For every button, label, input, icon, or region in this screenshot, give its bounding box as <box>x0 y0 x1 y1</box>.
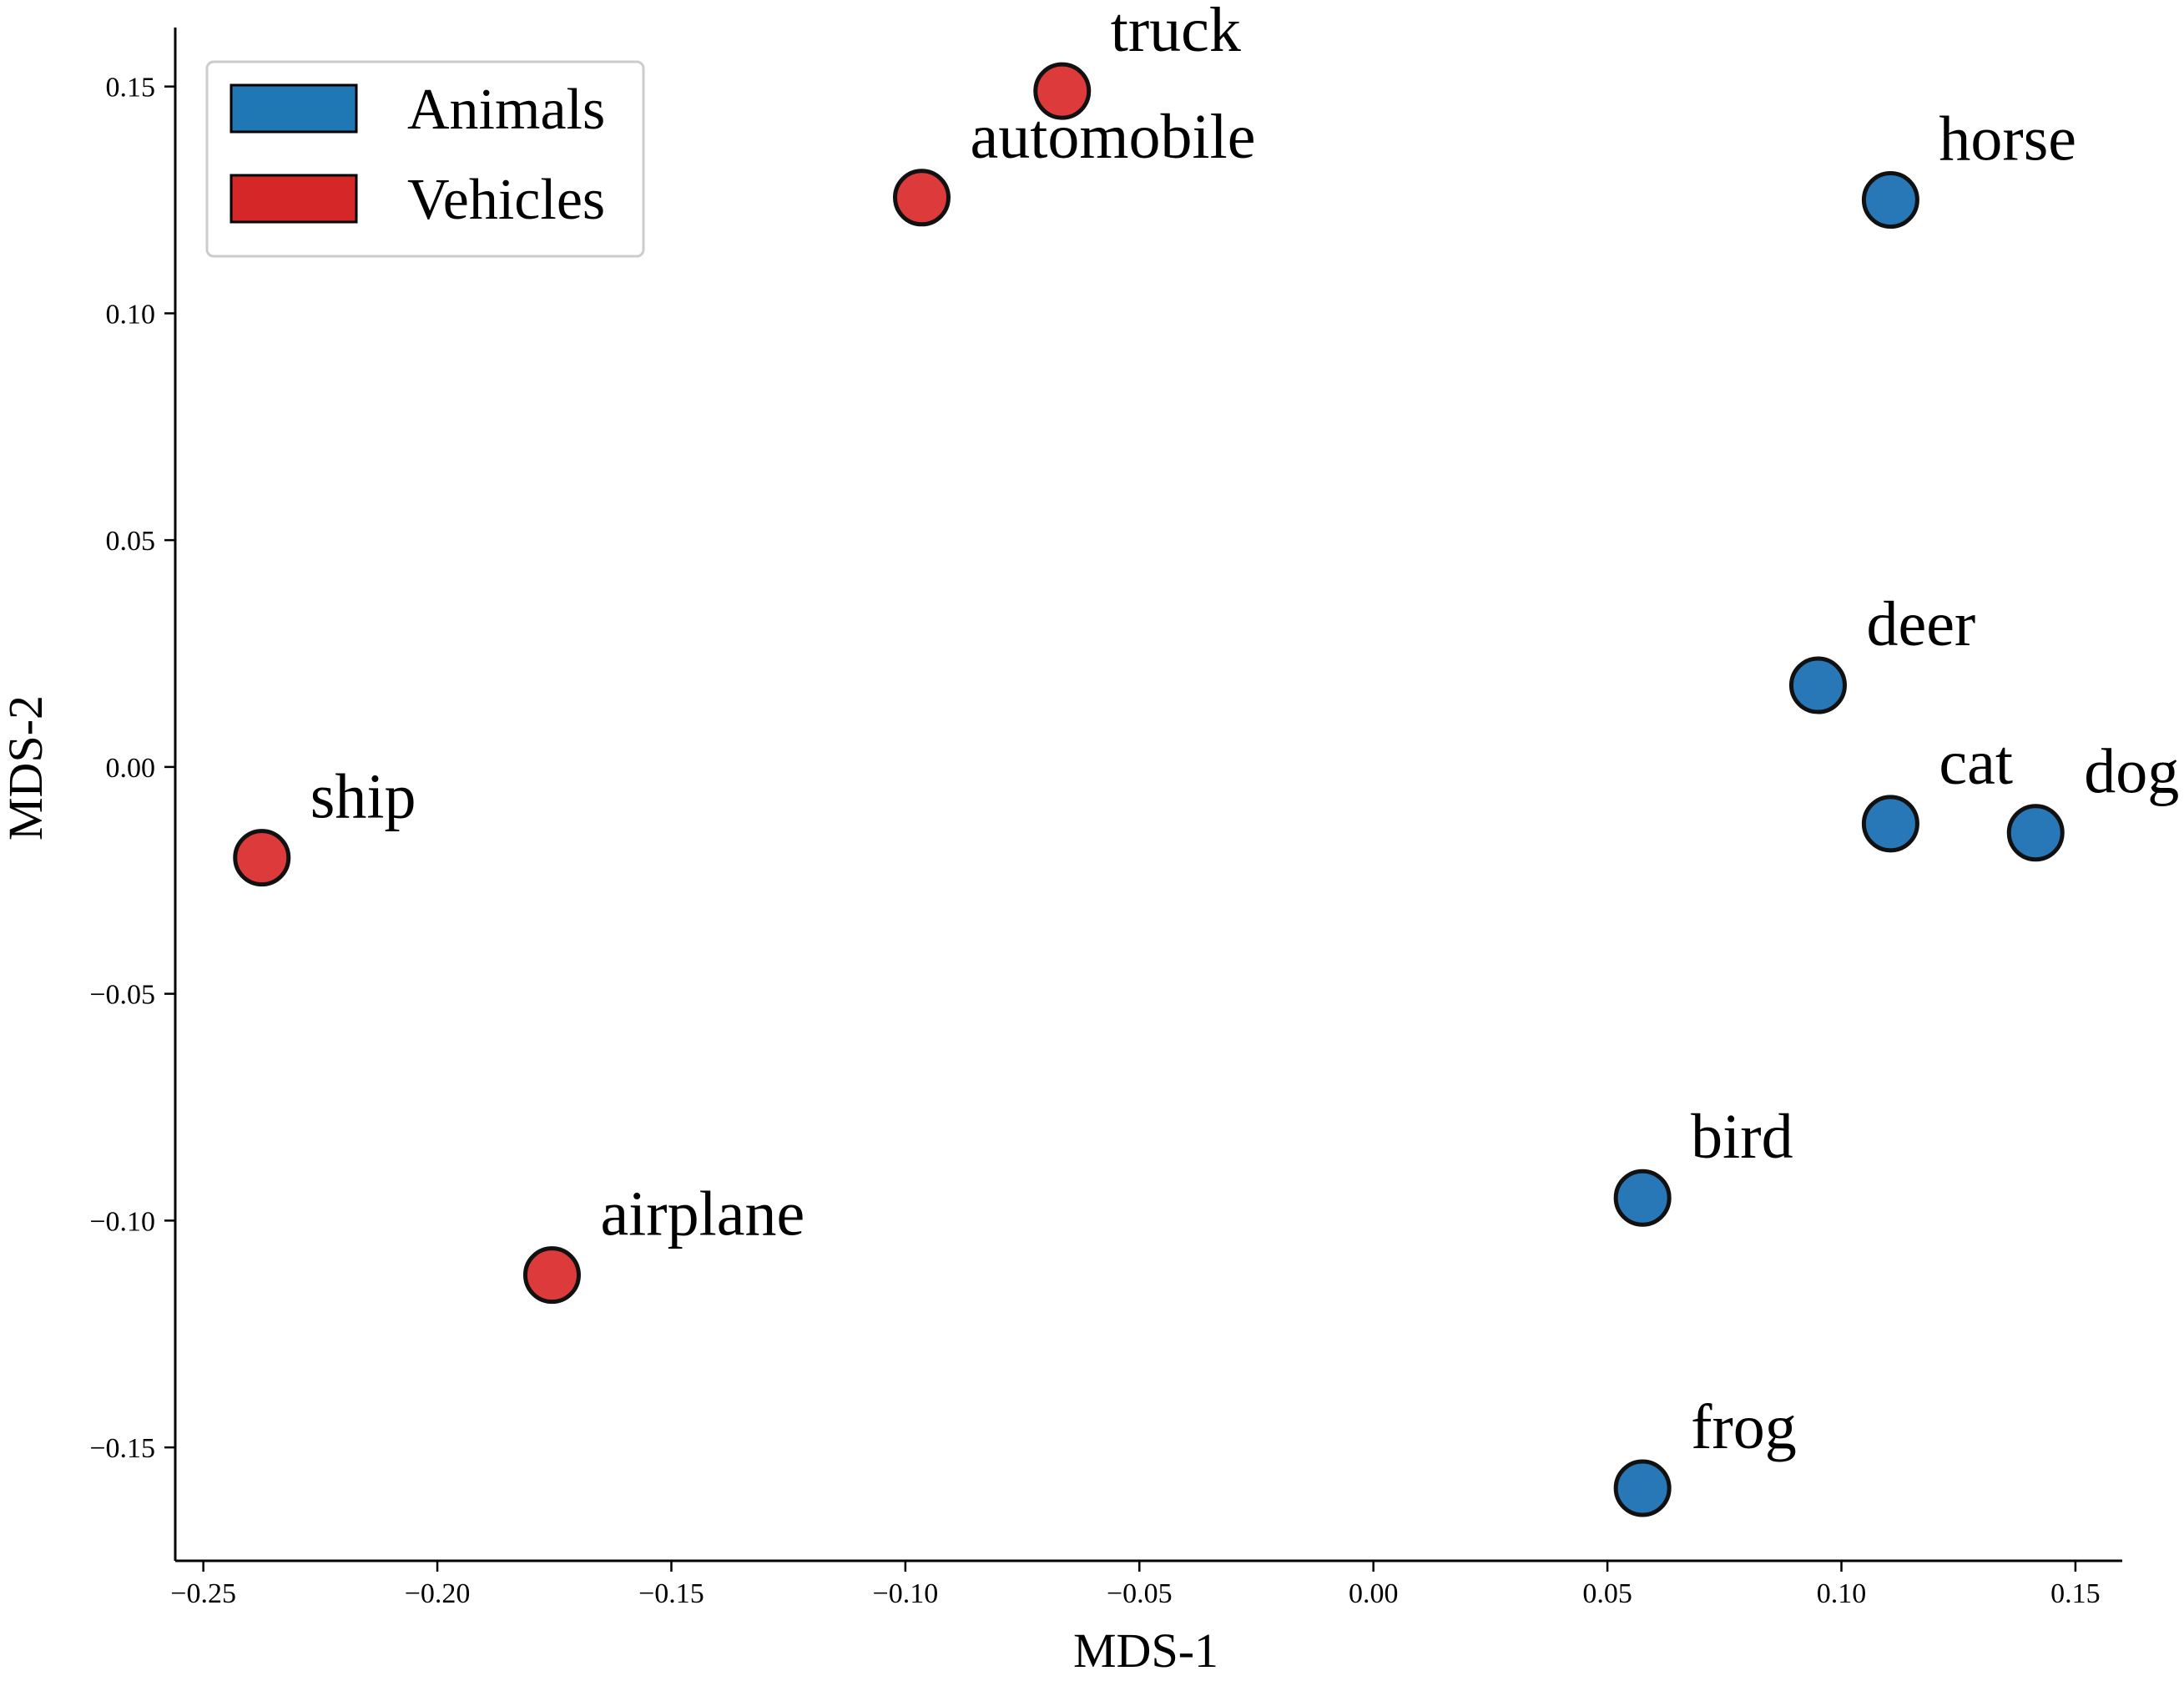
point-frog <box>1613 1459 1672 1517</box>
x-tick-label: 0.05 <box>1582 1578 1632 1609</box>
point-label-bird: bird <box>1691 1102 1793 1172</box>
y-tick-label: −0.10 <box>89 1206 155 1237</box>
point-label-truck: truck <box>1111 0 1241 65</box>
point-ship <box>233 829 291 887</box>
x-tick-label: −0.15 <box>638 1578 704 1609</box>
axes <box>174 28 2122 1562</box>
x-tick-label: −0.05 <box>1107 1578 1173 1609</box>
y-ticks: −0.15 −0.10 −0.05 0.00 0.05 0.10 0.15 <box>89 73 175 1464</box>
x-tick-label: −0.25 <box>170 1578 236 1609</box>
point-label-ship: ship <box>310 762 416 832</box>
y-axis-label: MDS-2 <box>0 695 53 840</box>
point-label-airplane: airplane <box>600 1179 804 1249</box>
legend-label-vehicles: Vehicles <box>407 168 605 232</box>
legend-swatch-vehicles <box>229 174 358 224</box>
point-labels: horse deer cat dog bird frog truck automobile sh… <box>310 0 2179 1462</box>
x-axis-label: MDS-1 <box>1073 1623 1218 1678</box>
point-automobile <box>893 169 951 227</box>
x-ticks: −0.25 −0.20 −0.15 −0.10 −0.05 0.00 0.05 0.10 0.1… <box>170 1561 2101 1609</box>
x-tick-label: −0.10 <box>873 1578 939 1609</box>
x-tick-label: −0.20 <box>405 1578 471 1609</box>
x-tick-label: 0.00 <box>1349 1578 1399 1609</box>
point-deer <box>1788 656 1847 714</box>
y-tick-label: −0.15 <box>89 1433 155 1464</box>
point-airplane <box>522 1246 581 1305</box>
legend-label-animals: Animals <box>407 78 605 142</box>
point-label-horse: horse <box>1939 104 2076 174</box>
point-label-frog: frog <box>1691 1392 1797 1462</box>
point-label-automobile: automobile <box>971 102 1256 172</box>
y-tick-label: 0.00 <box>106 753 156 784</box>
point-label-deer: deer <box>1866 589 1975 659</box>
point-dog <box>2006 804 2065 862</box>
y-tick-label: 0.15 <box>106 73 156 103</box>
point-horse <box>1861 171 1919 230</box>
point-label-dog: dog <box>2084 737 2179 807</box>
y-tick-label: −0.05 <box>89 980 155 1011</box>
point-cat <box>1861 795 1919 853</box>
point-bird <box>1613 1169 1672 1227</box>
y-tick-label: 0.05 <box>106 526 156 557</box>
x-tick-label: 0.10 <box>1817 1578 1867 1609</box>
legend-swatch-animals <box>229 83 358 134</box>
x-tick-label: 0.15 <box>2050 1578 2101 1609</box>
point-label-cat: cat <box>1939 728 2013 798</box>
legend: Animals Vehicles <box>205 60 645 258</box>
data-points <box>233 62 2065 1517</box>
point-truck <box>1033 62 1092 120</box>
y-tick-label: 0.10 <box>106 299 156 330</box>
